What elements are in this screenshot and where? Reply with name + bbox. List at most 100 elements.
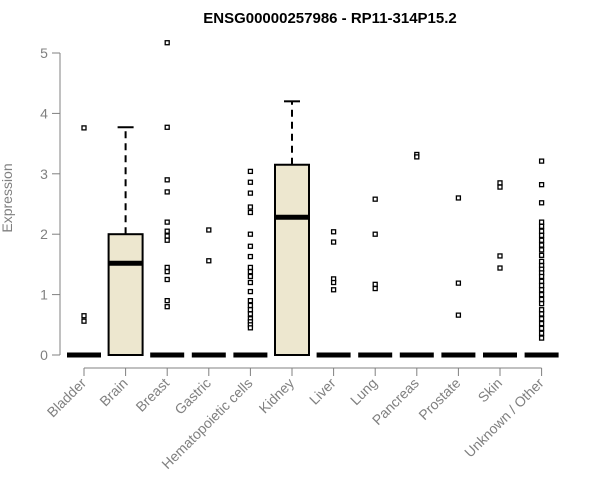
x-tick-label: Brain [96,375,130,409]
outlier-point [247,279,254,286]
outlier-point [538,237,545,243]
outlier-point [455,280,462,286]
outlier-point [247,204,254,210]
outlier-point [164,228,170,234]
outlier-point [538,316,545,322]
outlier-point [538,228,545,234]
outlier-point [164,268,170,275]
outlier-point [164,177,170,183]
y-tick-label: 2 [40,226,48,242]
outlier-point [538,330,545,336]
outlier-point [372,285,378,292]
y-tick-label: 0 [40,347,48,363]
outlier-point [497,180,503,186]
box [274,163,310,356]
outlier-point [81,318,87,324]
outlier-point [247,311,254,317]
outlier-point [330,229,337,235]
outlier-point [247,288,254,295]
outlier-point [164,276,170,283]
outlier-point [247,302,254,309]
outliers [81,40,545,341]
outlier-point [247,209,254,216]
outlier-point [330,279,337,286]
outlier-point [164,40,170,46]
outlier-point [538,232,545,239]
outlier-point [538,158,545,164]
outlier-point [538,296,545,303]
outlier-point [538,252,545,258]
outlier-point [164,124,170,130]
outlier-point [455,195,462,201]
outlier-point [538,311,545,317]
outlier-point [247,268,254,275]
box [107,233,144,356]
outlier-point [497,253,503,259]
outlier-point [247,190,254,196]
outlier-point [538,307,545,313]
x-tick-label: Bladder [44,375,90,421]
x-tick-label: Prostate [415,375,463,423]
outlier-point [538,219,545,225]
outlier-point [164,304,170,310]
outlier-point [497,184,503,190]
outlier-point [538,273,545,280]
y-tick-label: 5 [40,45,48,61]
outlier-point [538,182,545,188]
x-tick-label: Kidney [256,375,298,417]
x-tick-label: Lung [347,375,380,408]
outlier-point [538,258,545,265]
outlier-point [164,189,170,195]
x-tick-label: Unknown / Other [461,375,547,461]
outlier-point [247,273,254,280]
outlier-point [538,200,545,206]
outlier-point [81,125,87,131]
outlier-point [247,179,254,185]
outlier-point [247,243,254,249]
outlier-point [538,291,545,298]
x-tick-label: Liver [306,375,339,408]
x-tick-label: Skin [475,375,506,406]
outlier-point [497,265,503,271]
boxes [67,100,559,358]
outlier-point [164,264,170,271]
outlier-point [330,287,337,293]
outlier-point [538,247,545,253]
y-tick-label: 3 [40,166,48,182]
y-tick-label: 1 [40,287,48,303]
y-axis-label: Expression [0,163,15,232]
outlier-point [538,223,545,229]
outlier-point [538,320,545,327]
outlier-point [538,242,545,248]
outlier-point [247,231,254,237]
outlier-point [164,297,170,304]
outlier-point [538,282,545,289]
outlier-point [247,264,254,271]
outlier-point [247,307,254,313]
outlier-point [247,297,254,304]
outlier-point [538,301,545,307]
outlier-point [164,233,170,239]
outlier-point [247,253,254,260]
outlier-point [330,239,337,245]
outlier-point [206,258,212,264]
outlier-point [538,287,545,293]
outlier-point [81,313,87,319]
chart-title: ENSG00000257986 - RP11-314P15.2 [203,10,457,27]
outlier-point [372,231,378,237]
x-tick-label: Breast [132,375,172,415]
outlier-point [247,168,254,175]
outlier-point [538,335,545,341]
outlier-point [372,281,378,287]
outlier-point [164,219,170,225]
outlier-point [538,325,545,332]
y-tick-label: 4 [40,105,48,121]
outlier-point [206,227,212,233]
outlier-point [247,325,254,331]
outlier-point [538,278,545,284]
outlier-point [372,196,378,202]
outlier-point [414,154,420,160]
outlier-point [164,237,170,243]
outlier-point [455,312,462,318]
